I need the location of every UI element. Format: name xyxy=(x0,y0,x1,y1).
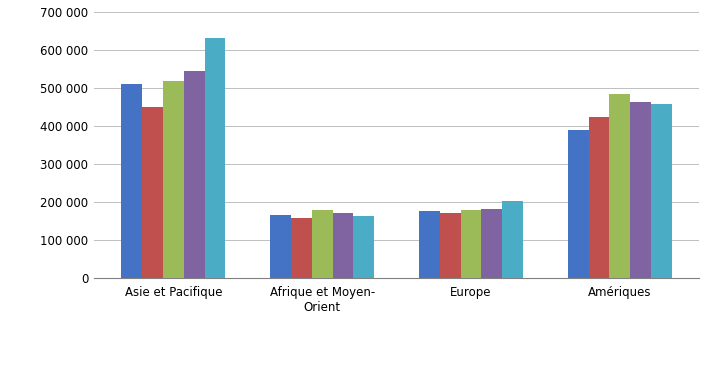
Bar xyxy=(353,216,374,278)
Bar xyxy=(163,81,184,278)
Bar xyxy=(270,215,291,278)
Bar xyxy=(184,71,205,278)
Bar xyxy=(567,130,588,278)
Bar xyxy=(205,38,226,278)
Bar xyxy=(503,201,523,278)
Bar xyxy=(142,107,163,278)
Bar xyxy=(291,218,311,278)
Bar xyxy=(121,84,142,278)
Bar xyxy=(461,210,482,278)
Bar xyxy=(651,104,672,278)
Bar xyxy=(588,117,609,278)
Bar xyxy=(482,209,503,278)
Bar xyxy=(609,94,630,278)
Bar xyxy=(311,210,332,278)
Bar xyxy=(440,213,461,278)
Bar xyxy=(419,211,440,278)
Bar xyxy=(630,102,651,278)
Legend: 2008, 2009, 2010, 2011, 2012: 2008, 2009, 2010, 2011, 2012 xyxy=(235,385,558,386)
Bar xyxy=(332,213,353,278)
